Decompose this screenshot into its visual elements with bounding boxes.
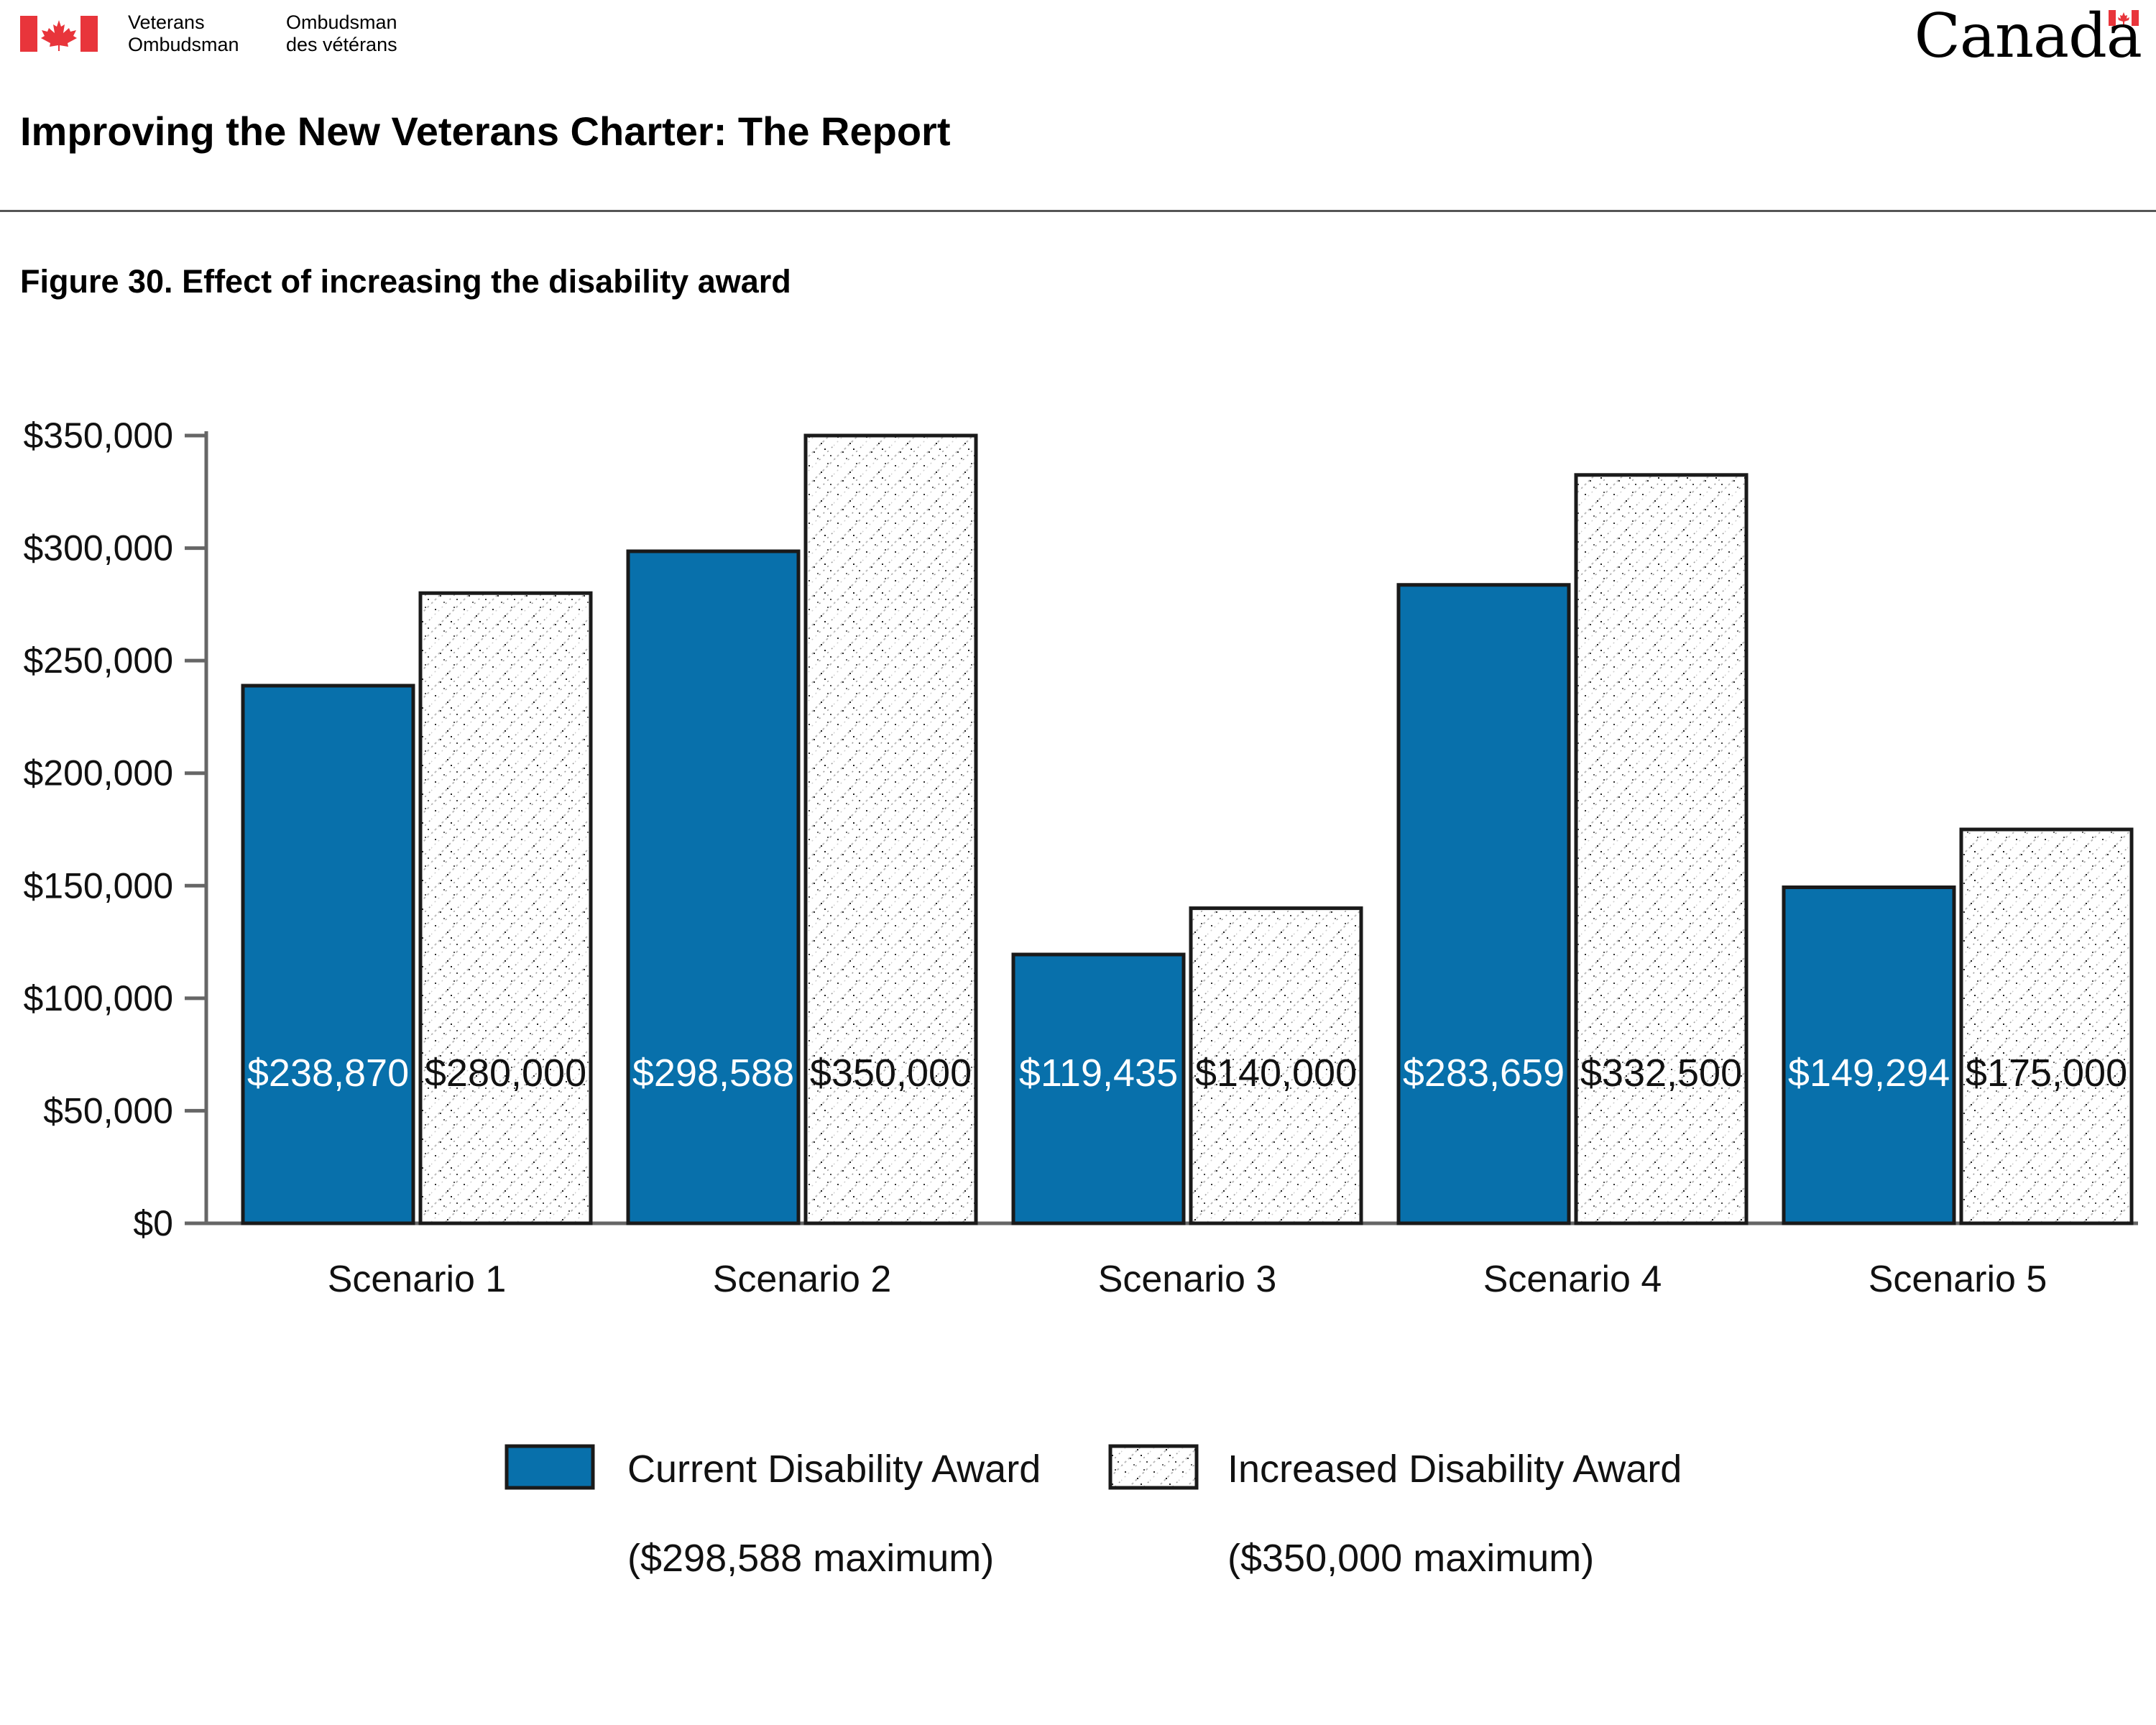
data-label-increased: $332,500	[1580, 1052, 1742, 1095]
x-category-label: Scenario 4	[1483, 1259, 1662, 1300]
data-label-increased: $280,000	[425, 1052, 586, 1095]
bar-increased	[1189, 906, 1363, 1225]
bar-current	[626, 549, 801, 1225]
x-category-label: Scenario 5	[1869, 1259, 2047, 1300]
x-category-label: Scenario 2	[713, 1259, 892, 1300]
bar-increased	[1959, 827, 2134, 1225]
report-header: Veterans Ombudsman Ombudsman des vétéran…	[0, 0, 2156, 300]
y-tick-label: $300,000	[23, 528, 173, 569]
bar-current	[1782, 885, 1956, 1225]
bar-current	[241, 684, 415, 1225]
canada-flag-icon	[20, 16, 98, 52]
org-name-english: Veterans Ombudsman	[128, 12, 239, 56]
y-tick-label: $200,000	[23, 753, 173, 794]
bar-current	[1011, 952, 1186, 1225]
bar-increased	[1574, 473, 1749, 1225]
wordmark-flag-icon	[2109, 10, 2139, 26]
data-label-increased: $350,000	[810, 1052, 972, 1095]
data-label-current: $298,588	[632, 1052, 794, 1095]
org-fr-line1: Ombudsman	[286, 12, 397, 33]
legend-increased-label: Increased Disability Award	[1227, 1448, 1682, 1491]
data-label-increased: $175,000	[1966, 1052, 2127, 1095]
bar-increased	[418, 591, 593, 1225]
org-en-line2: Ombudsman	[128, 34, 239, 55]
x-category-label: Scenario 3	[1098, 1259, 1277, 1300]
legend-current-sublabel: ($298,588 maximum)	[627, 1537, 994, 1580]
x-axis-labels: Scenario 1 Scenario 2 Scenario 3 Scenario 4…	[328, 1259, 2047, 1300]
report-title: Improving the New Veterans Charter: The …	[20, 109, 951, 154]
legend-increased-sublabel: ($350,000 maximum)	[1227, 1537, 1594, 1580]
y-tick-label: $150,000	[23, 865, 173, 906]
bar-increased	[803, 433, 978, 1225]
bar-current	[1396, 583, 1571, 1225]
y-tick-label: $0	[133, 1203, 173, 1243]
y-tick-label: $50,000	[43, 1090, 173, 1131]
y-tick-label: $250,000	[23, 640, 173, 681]
header-divider	[0, 210, 2156, 212]
data-label-current: $283,659	[1403, 1052, 1565, 1095]
org-fr-line2: des vétérans	[286, 34, 397, 55]
legend-increased-swatch	[1108, 1444, 1199, 1490]
canada-wordmark: Canada	[1914, 1, 2142, 71]
legend-current-swatch	[505, 1444, 595, 1490]
data-label-current: $238,870	[247, 1052, 409, 1095]
org-name-french: Ombudsman des vétérans	[286, 12, 397, 56]
x-category-label: Scenario 1	[328, 1259, 507, 1300]
legend-current-label: Current Disability Award	[627, 1448, 1041, 1491]
data-label-increased: $140,000	[1195, 1052, 1357, 1095]
bars: $238,870 $280,000 $298,588 $350,000 $119,435…	[241, 433, 2134, 1225]
figure-title: Figure 30. Effect of increasing the disa…	[20, 263, 791, 300]
legend: Current Disability Award ($298,588 maximu…	[505, 1444, 1682, 1580]
data-label-current: $119,435	[1019, 1052, 1178, 1095]
org-en-line1: Veterans	[128, 12, 205, 33]
y-tick-label: $350,000	[23, 415, 173, 456]
data-label-current: $149,294	[1788, 1052, 1950, 1095]
y-tick-label: $100,000	[23, 978, 173, 1018]
